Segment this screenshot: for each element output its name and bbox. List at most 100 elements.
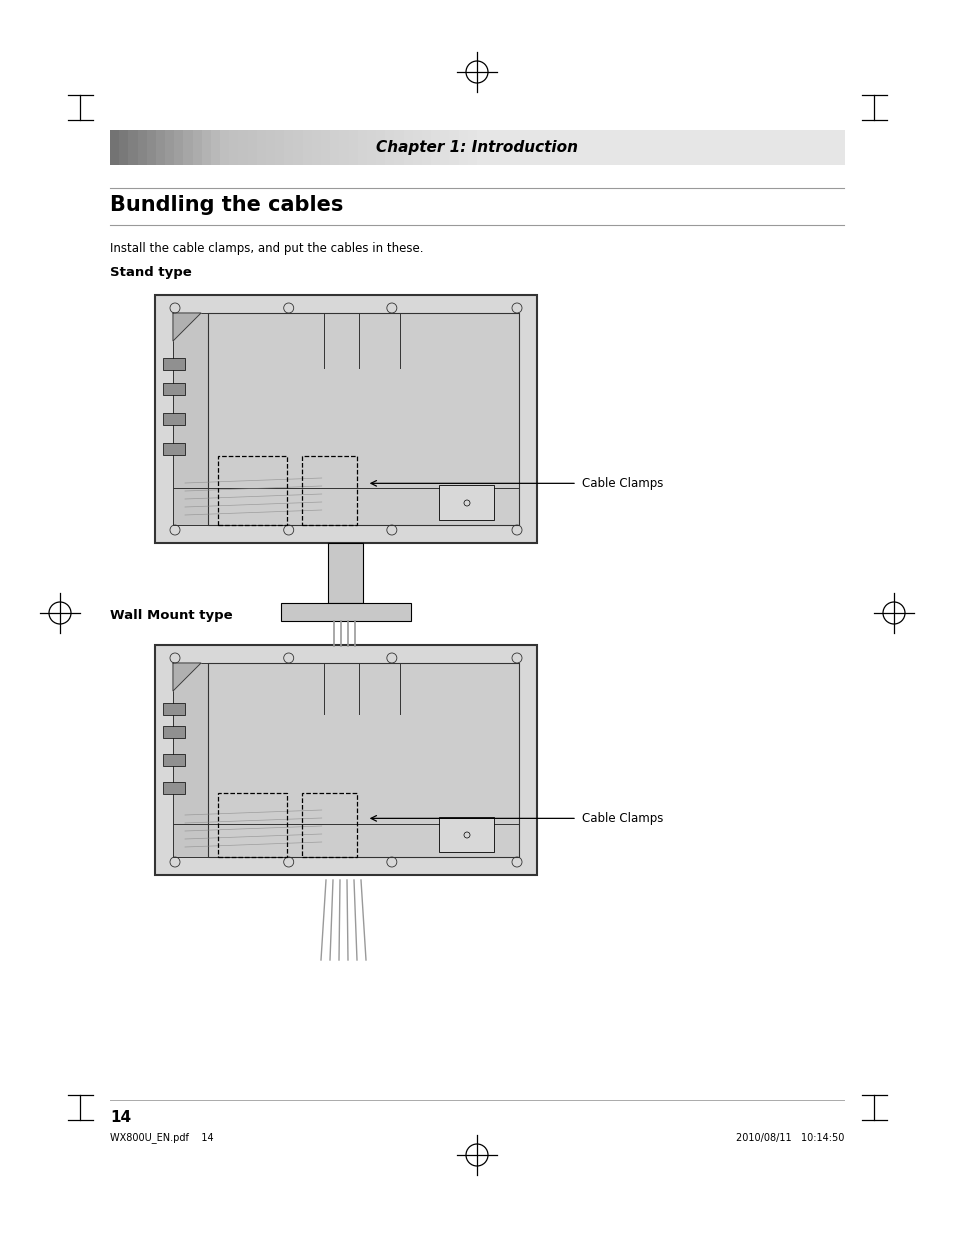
Bar xyxy=(274,130,285,165)
Bar xyxy=(163,704,185,715)
Bar xyxy=(208,312,518,525)
Bar xyxy=(302,130,313,165)
Bar xyxy=(550,130,560,165)
Bar xyxy=(201,130,212,165)
Bar xyxy=(476,130,487,165)
Bar xyxy=(578,130,587,165)
Bar xyxy=(163,358,185,370)
Bar xyxy=(770,130,780,165)
Bar xyxy=(623,130,634,165)
Bar xyxy=(357,130,368,165)
Bar xyxy=(715,130,725,165)
Bar xyxy=(687,130,698,165)
Bar xyxy=(193,130,203,165)
Bar xyxy=(513,130,523,165)
Bar xyxy=(724,130,734,165)
Bar xyxy=(632,130,642,165)
Bar xyxy=(568,130,578,165)
Bar xyxy=(119,130,130,165)
Bar xyxy=(614,130,624,165)
Bar xyxy=(834,130,844,165)
Bar xyxy=(328,543,363,603)
Bar xyxy=(367,130,376,165)
Bar xyxy=(155,130,166,165)
Bar xyxy=(163,383,185,395)
Bar xyxy=(467,130,477,165)
Bar xyxy=(798,130,807,165)
Bar xyxy=(449,130,459,165)
Bar xyxy=(312,130,322,165)
Bar xyxy=(147,130,156,165)
Bar xyxy=(438,485,494,520)
Text: WX800U_EN.pdf    14: WX800U_EN.pdf 14 xyxy=(110,1132,213,1144)
Bar xyxy=(163,755,185,766)
Bar xyxy=(172,663,223,857)
Bar xyxy=(705,130,716,165)
Bar xyxy=(440,130,450,165)
Bar xyxy=(669,130,679,165)
Text: Install the cable clamps, and put the cables in these.: Install the cable clamps, and put the ca… xyxy=(110,242,423,254)
Bar xyxy=(697,130,706,165)
Bar xyxy=(301,456,356,525)
Text: Wall Mount type: Wall Mount type xyxy=(110,609,233,621)
Bar xyxy=(238,130,249,165)
Bar xyxy=(281,603,411,621)
Bar xyxy=(394,130,404,165)
Bar xyxy=(348,130,358,165)
Bar xyxy=(431,130,441,165)
Text: Chapter 1: Introduction: Chapter 1: Introduction xyxy=(375,140,578,156)
Bar xyxy=(651,130,660,165)
Bar xyxy=(760,130,771,165)
Bar xyxy=(375,130,386,165)
Bar xyxy=(154,645,537,876)
Bar xyxy=(129,130,138,165)
Bar xyxy=(806,130,817,165)
Bar xyxy=(172,312,223,525)
Bar xyxy=(385,130,395,165)
Bar xyxy=(586,130,597,165)
Bar xyxy=(495,130,505,165)
Bar xyxy=(339,130,349,165)
Bar xyxy=(256,130,267,165)
Bar xyxy=(824,130,835,165)
Bar xyxy=(165,130,175,165)
Bar xyxy=(208,663,518,857)
Bar xyxy=(532,130,541,165)
Bar xyxy=(218,456,287,525)
Bar xyxy=(137,130,148,165)
Bar xyxy=(284,130,294,165)
Bar xyxy=(641,130,652,165)
Bar xyxy=(605,130,615,165)
Text: 2010/08/11   10:14:50: 2010/08/11 10:14:50 xyxy=(735,1132,843,1144)
Bar xyxy=(486,130,496,165)
Text: 14: 14 xyxy=(110,1110,131,1125)
Bar xyxy=(248,130,257,165)
Bar xyxy=(733,130,743,165)
Bar xyxy=(522,130,533,165)
Polygon shape xyxy=(172,663,201,692)
Text: Cable Clamps: Cable Clamps xyxy=(581,811,662,825)
Text: Stand type: Stand type xyxy=(110,266,192,279)
Bar xyxy=(163,443,185,454)
Bar xyxy=(301,793,356,857)
Bar xyxy=(421,130,432,165)
Bar xyxy=(413,130,422,165)
Bar xyxy=(559,130,569,165)
Bar xyxy=(779,130,789,165)
Bar xyxy=(183,130,193,165)
Bar xyxy=(220,130,230,165)
Bar xyxy=(154,295,537,543)
Bar xyxy=(163,726,185,739)
Polygon shape xyxy=(172,312,201,341)
Bar xyxy=(659,130,670,165)
Bar xyxy=(438,818,494,852)
Bar xyxy=(211,130,221,165)
Bar xyxy=(752,130,761,165)
Bar xyxy=(110,130,120,165)
Bar xyxy=(540,130,551,165)
Bar xyxy=(330,130,340,165)
Bar xyxy=(174,130,184,165)
Bar xyxy=(742,130,753,165)
Bar xyxy=(788,130,799,165)
Text: Bundling the cables: Bundling the cables xyxy=(110,195,343,215)
